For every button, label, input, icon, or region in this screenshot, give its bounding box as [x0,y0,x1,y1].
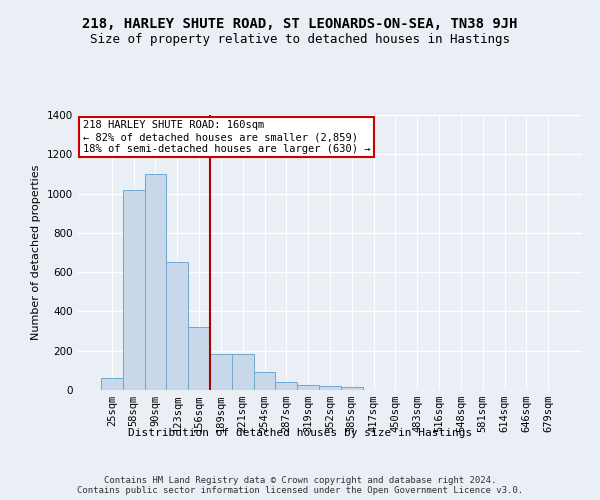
Bar [210,354,232,390]
Bar [123,190,145,390]
Text: 218, HARLEY SHUTE ROAD, ST LEONARDS-ON-SEA, TN38 9JH: 218, HARLEY SHUTE ROAD, ST LEONARDS-ON-S… [82,18,518,32]
Text: Contains HM Land Registry data © Crown copyright and database right 2024.
Contai: Contains HM Land Registry data © Crown c… [77,476,523,495]
Bar [166,262,188,390]
Bar [232,354,254,390]
Bar [297,385,319,390]
Bar [254,372,275,390]
Bar [275,382,297,390]
Text: Distribution of detached houses by size in Hastings: Distribution of detached houses by size … [128,428,472,438]
Bar [319,386,341,390]
Text: Size of property relative to detached houses in Hastings: Size of property relative to detached ho… [90,32,510,46]
Y-axis label: Number of detached properties: Number of detached properties [31,165,41,340]
Bar [341,387,363,390]
Bar [101,378,123,390]
Text: 218 HARLEY SHUTE ROAD: 160sqm
← 82% of detached houses are smaller (2,859)
18% o: 218 HARLEY SHUTE ROAD: 160sqm ← 82% of d… [83,120,371,154]
Bar [188,327,210,390]
Bar [145,174,166,390]
